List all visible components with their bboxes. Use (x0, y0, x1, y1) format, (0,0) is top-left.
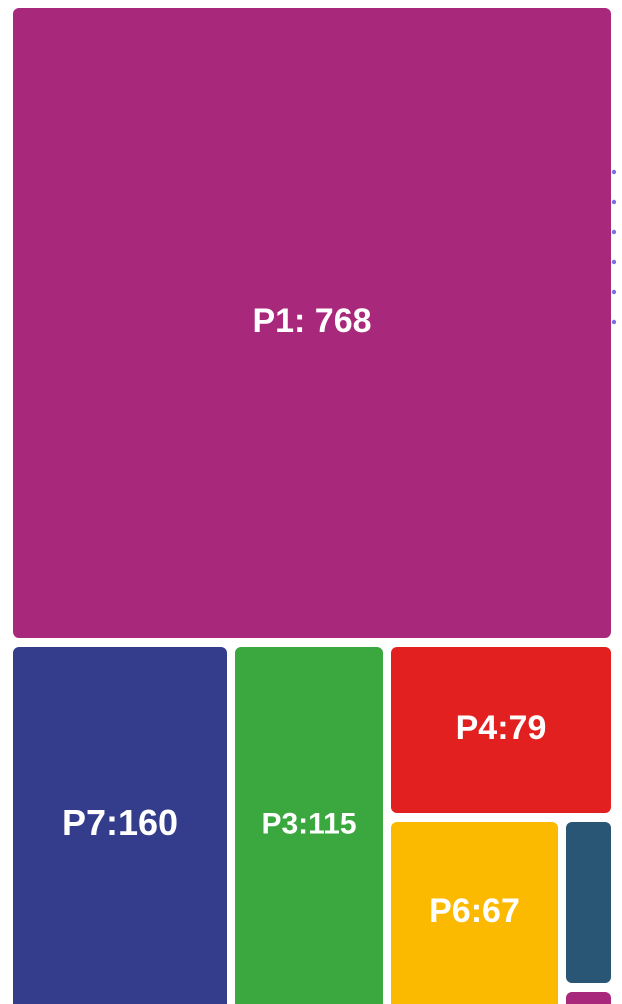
tile (235, 647, 383, 1004)
scroll-dots (611, 169, 617, 325)
tile (566, 822, 611, 983)
tile (391, 647, 611, 813)
tile-label: P6:67 (429, 892, 520, 930)
tile-label: P1: 768 (252, 302, 371, 340)
dot (611, 199, 617, 205)
dot (611, 259, 617, 265)
dot (611, 319, 617, 325)
tile (566, 992, 611, 1004)
tiles: P1: 768 P7:160 P3:115 P4:79 P6:67 (13, 8, 611, 1004)
tile (391, 822, 558, 1004)
tile-label: P7:160 (62, 802, 178, 843)
tile-label: P3:115 (261, 807, 356, 840)
tile (13, 647, 227, 1004)
dot (611, 169, 617, 175)
dot (611, 289, 617, 295)
tile-label: P4:79 (456, 709, 547, 747)
dot (611, 229, 617, 235)
tile (13, 8, 611, 638)
